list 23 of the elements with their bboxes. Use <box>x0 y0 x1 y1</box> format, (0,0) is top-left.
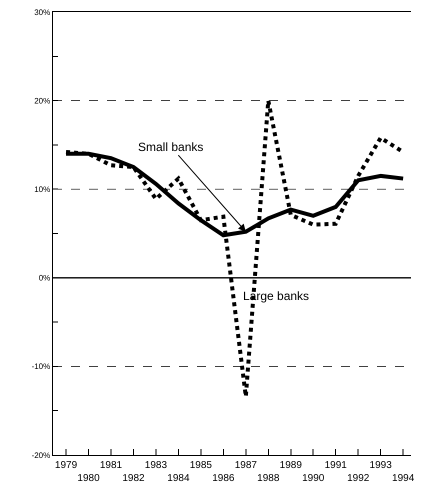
x-tick-label: 1984 <box>167 473 190 484</box>
y-tick-label: 0% <box>38 274 50 283</box>
x-tick-label: 1982 <box>122 473 146 484</box>
y-tick-label: -10% <box>32 362 50 372</box>
x-tick-label: 1990 <box>302 473 325 484</box>
y-tick-label: -20% <box>32 450 50 460</box>
x-tick-label: 1980 <box>77 473 100 484</box>
y-tick-label: 20% <box>34 96 50 106</box>
x-tick-label: 1993 <box>370 460 392 472</box>
x-tick-label: 1994 <box>392 473 415 484</box>
y-tick-label: 10% <box>34 185 50 194</box>
x-tick-label: 1983 <box>144 460 168 472</box>
x-tick-label: 1985 <box>190 460 212 472</box>
x-tick-label: 1991 <box>324 460 348 472</box>
x-tick-label: 1988 <box>257 473 280 484</box>
x-tick-label: 1992 <box>347 473 370 484</box>
x-tick-label: 1986 <box>212 473 235 484</box>
x-tick-label: 1981 <box>100 460 123 472</box>
annotation: Small banks <box>138 140 204 154</box>
y-tick-label: 30% <box>34 8 50 17</box>
x-tick-label: 1989 <box>280 460 302 472</box>
x-tick-label: 1979 <box>54 460 78 472</box>
x-tick-label: 1987 <box>234 460 258 472</box>
